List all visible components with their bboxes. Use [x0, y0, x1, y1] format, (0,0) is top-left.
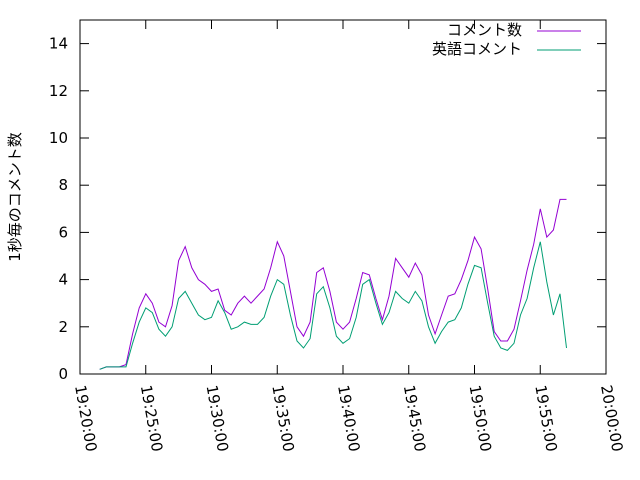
- y-tick-label: 12: [49, 82, 68, 100]
- y-tick-label: 2: [58, 318, 68, 336]
- y-axis-label: 1秒毎のコメント数: [6, 132, 24, 262]
- legend-label-comment-count: コメント数: [447, 21, 522, 39]
- legend-label-english-comments: 英語コメント: [432, 40, 522, 58]
- x-tick-label: 20:00:00: [597, 384, 626, 453]
- x-tick-label: 19:35:00: [268, 384, 297, 453]
- series-line-0: [99, 198, 567, 370]
- legend: コメント数 英語コメント: [432, 21, 581, 58]
- x-tick-label: 19:45:00: [400, 384, 429, 453]
- y-axis: 0 2 4 6 8 10 12 14: [49, 35, 606, 383]
- y-tick-label: 4: [58, 271, 68, 289]
- x-tick-label: 19:50:00: [466, 384, 495, 453]
- y-tick-label: 10: [49, 129, 68, 147]
- series-lines: [99, 198, 567, 370]
- x-tick-label: 19:20:00: [71, 384, 100, 453]
- x-axis: 19:20:00 19:25:00 19:30:00 19:35:00 19:40:00…: [71, 20, 626, 453]
- y-tick-label: 0: [58, 365, 68, 383]
- x-tick-label: 19:40:00: [334, 384, 363, 453]
- x-tick-label: 19:25:00: [137, 384, 166, 453]
- x-tick-label: 19:30:00: [203, 384, 232, 453]
- y-tick-label: 14: [49, 35, 68, 53]
- x-tick-label: 19:55:00: [531, 384, 560, 453]
- series-line-1: [99, 241, 567, 370]
- y-tick-label: 8: [58, 176, 68, 194]
- y-tick-label: 6: [58, 223, 68, 241]
